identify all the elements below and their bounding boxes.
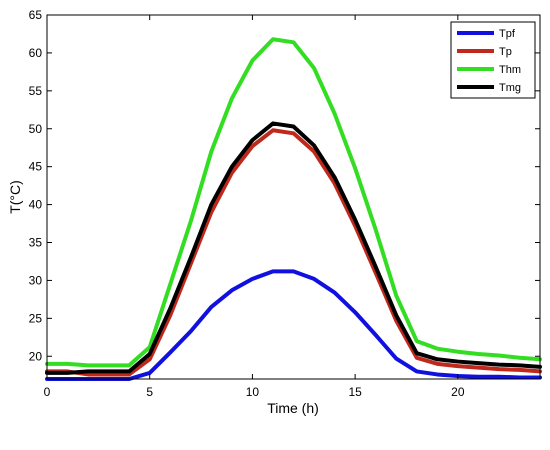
x-axis-label: Time (h): [267, 400, 319, 416]
legend-label-tp: Tp: [499, 46, 512, 58]
series-line-tp: [45, 128, 542, 377]
y-tick-label: 20: [29, 349, 43, 363]
y-tick-label: 50: [29, 122, 43, 136]
y-tick-label: 40: [29, 198, 43, 212]
legend-label-thm: Thm: [499, 64, 521, 76]
x-tick-label: 5: [146, 385, 153, 399]
y-tick-label: 55: [29, 84, 43, 98]
series-line-tmg: [45, 121, 542, 375]
plot-frame: [46, 14, 541, 380]
x-tick-label: 15: [348, 385, 362, 399]
ticks-layer: 0 5 10 15 20 20 25 30 35 40 45 50 55 60 65: [29, 8, 540, 399]
y-tick-label: 45: [29, 160, 43, 174]
y-tick-label: 25: [29, 311, 43, 325]
y-tick-label: 35: [29, 236, 43, 250]
x-tick-label: 20: [451, 385, 465, 399]
x-tick-label: 0: [44, 385, 51, 399]
y-tick-label: 60: [29, 46, 43, 60]
y-axis-label: T(°C): [7, 180, 23, 214]
legend: Tpf Tp Thm Tmg: [450, 21, 536, 99]
x-tick-label: 10: [246, 385, 260, 399]
series-line-thm: [45, 37, 542, 368]
legend-label-tpf: Tpf: [499, 28, 516, 40]
legend-label-tmg: Tmg: [499, 82, 521, 94]
y-tick-label: 65: [29, 8, 43, 22]
y-tick-label: 30: [29, 273, 43, 287]
